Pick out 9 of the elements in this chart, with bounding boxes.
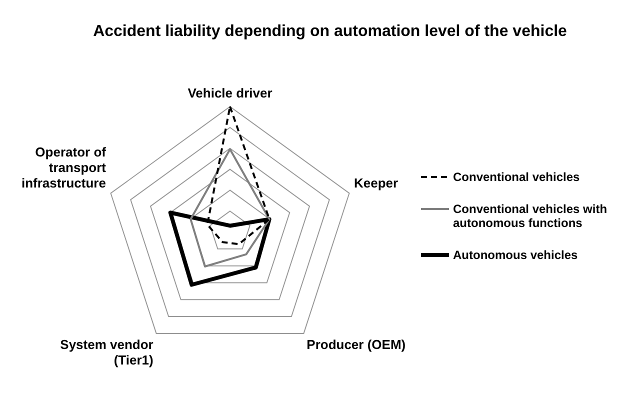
spoke-label: Vehicle driver [188,85,272,100]
legend-label: Autonomous vehicles [453,248,578,262]
spoke-label: Keeper [354,175,398,190]
spoke-label: Operator of transport infrastructure [21,144,107,190]
legend-label: Conventional vehicles with autonomous functions [453,202,608,230]
spoke-label: Producer (OEM) [306,336,406,352]
chart-title: Accident liability depending on automation level of the vehicle [93,23,568,40]
legend-label: Conventional vehicles [453,170,580,184]
spoke-label: System vendor (Tier1) [60,336,154,368]
